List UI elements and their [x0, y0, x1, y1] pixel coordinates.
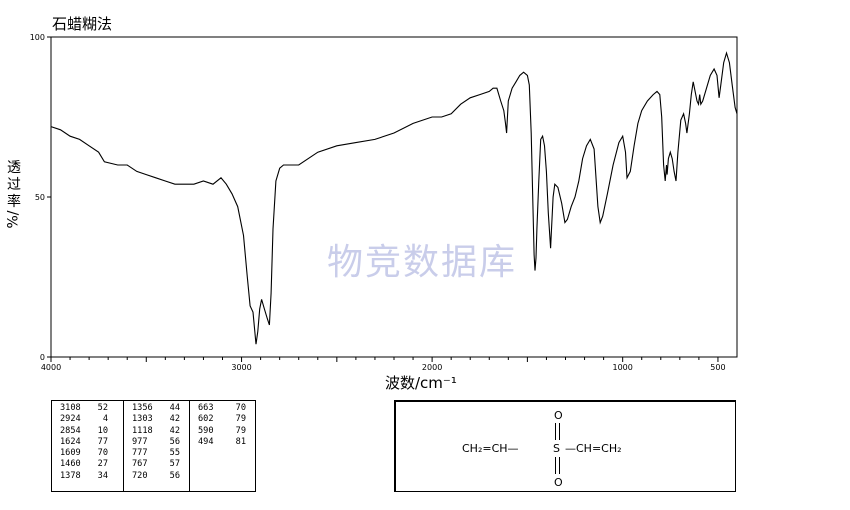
peak-transmittance: 56 [169, 436, 180, 447]
peak-row: 663 70 [198, 403, 255, 414]
top-oxygen: O [554, 409, 563, 422]
peak-row: 1303 42 [132, 414, 189, 425]
x-tick-label: 3000 [231, 363, 251, 372]
y-tick-label: 100 [30, 33, 45, 42]
peak-row: 1356 44 [132, 403, 189, 414]
ir-spectrum-chart: 0 50 100 4000 3000 2000 1000 500 [30, 33, 738, 372]
peak-row: 1460 27 [60, 459, 123, 470]
peak-row: 1609 70 [60, 448, 123, 459]
peak-row: 3108 52 [60, 403, 123, 414]
peak-transmittance: 77 [97, 436, 108, 447]
peak-transmittance: 79 [235, 414, 246, 425]
right-vinyl-group: —CH=CH₂ [565, 442, 622, 455]
peak-transmittance: 70 [235, 403, 246, 413]
peak-table: 3108 52 2924 4 2854 10 1624 77 1609 70 1460 27 1378 3… [51, 400, 256, 492]
spectrum-line [50, 51, 738, 345]
peak-transmittance: 44 [169, 403, 180, 413]
x-tick-label: 2000 [422, 363, 442, 372]
peak-transmittance: 10 [97, 425, 108, 436]
peak-row: 977 56 [132, 437, 189, 448]
peak-wavenumber: 2854 [60, 425, 81, 436]
peak-wavenumber: 494 [198, 436, 214, 447]
peak-row: 720 56 [132, 471, 189, 482]
peak-column: 1356 44 1303 42 1118 42 977 56 777 55 767 57 720 56 [124, 401, 190, 491]
peak-transmittance: 42 [169, 425, 180, 436]
peak-row: 2924 4 [60, 414, 123, 425]
peak-row: 494 81 [198, 437, 255, 448]
structure-panel: O CH₂=CH— S —CH=CH₂ O [394, 400, 736, 492]
sulfur-atom: S [553, 442, 560, 455]
peak-transmittance: 27 [97, 459, 108, 470]
peak-transmittance: 42 [169, 414, 180, 425]
peak-wavenumber: 1624 [60, 436, 81, 447]
y-axis-label-char: 透 [7, 160, 21, 176]
left-vinyl-group: CH₂=CH— [462, 442, 519, 455]
peak-row: 602 79 [198, 414, 255, 425]
bottom-oxygen: O [554, 476, 563, 489]
peak-transmittance: 55 [169, 448, 180, 459]
peak-wavenumber: 2924 [60, 414, 81, 425]
x-tick-label: 4000 [41, 363, 61, 372]
peak-transmittance: 81 [235, 436, 246, 447]
y-ticks: 0 50 100 [30, 33, 51, 362]
peak-wavenumber: 1118 [132, 425, 153, 436]
y-axis-label: 透 过 率 %/ [4, 160, 24, 229]
peak-row: 767 57 [132, 459, 189, 470]
peak-wavenumber: 602 [198, 414, 214, 425]
peak-wavenumber: 977 [132, 436, 148, 447]
peak-wavenumber: 663 [198, 403, 214, 413]
peak-transmittance: 4 [102, 414, 108, 425]
x-tick-label: 500 [710, 363, 725, 372]
peak-transmittance: 70 [97, 448, 108, 459]
peak-column: 3108 52 2924 4 2854 10 1624 77 1609 70 1460 27 1378 3… [52, 401, 124, 491]
peak-row: 590 79 [198, 426, 255, 437]
x-ticks: 4000 3000 2000 1000 500 [41, 357, 726, 372]
peak-wavenumber: 720 [132, 470, 148, 481]
peak-transmittance: 56 [169, 470, 180, 481]
peak-row: 777 55 [132, 448, 189, 459]
peak-row: 2854 10 [60, 426, 123, 437]
y-axis-label-char: 过 [7, 177, 21, 193]
peak-wavenumber: 767 [132, 459, 148, 470]
peak-transmittance: 52 [97, 403, 108, 413]
y-axis-label-char: 率 [7, 194, 21, 210]
peak-column: 663 70 602 79 590 79 494 81 [190, 401, 255, 491]
y-tick-label: 0 [40, 353, 45, 362]
peak-wavenumber: 1303 [132, 414, 153, 425]
peak-transmittance: 79 [235, 425, 246, 436]
method-label: 石蜡糊法 [52, 15, 113, 33]
peak-wavenumber: 777 [132, 448, 148, 459]
peak-row: 1378 34 [60, 471, 123, 482]
plot-frame [50, 36, 738, 358]
peak-wavenumber: 590 [198, 425, 214, 436]
x-tick-label: 1000 [612, 363, 632, 372]
peak-wavenumber: 3108 [60, 403, 81, 413]
peak-transmittance: 57 [169, 459, 180, 470]
watermark: 物竞数据库 [327, 242, 518, 283]
peak-wavenumber: 1609 [60, 448, 81, 459]
y-tick-label: 50 [35, 193, 45, 202]
peak-wavenumber: 1356 [132, 403, 153, 413]
peak-wavenumber: 1460 [60, 459, 81, 470]
peak-transmittance: 34 [97, 470, 108, 481]
peak-wavenumber: 1378 [60, 470, 81, 481]
structure-frame [395, 401, 735, 491]
peak-row: 1118 42 [132, 426, 189, 437]
peak-row: 1624 77 [60, 437, 123, 448]
x-axis-label: 波数/cm⁻¹ [385, 374, 457, 392]
